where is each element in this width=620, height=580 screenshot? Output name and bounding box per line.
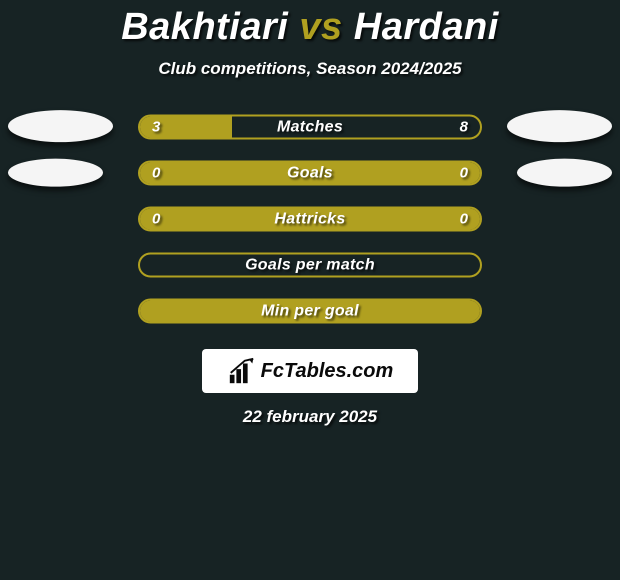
stat-bar: 00Hattricks [138, 207, 482, 232]
stat-bar: Goals per match [138, 253, 482, 278]
comparison-card: Bakhtiari vs Hardani Club competitions, … [0, 0, 620, 427]
page-title: Bakhtiari vs Hardani [0, 6, 620, 49]
stat-row: 00Hattricks [0, 199, 620, 245]
brand-text: FcTables.com [261, 360, 394, 383]
stat-bar: 00Goals [138, 161, 482, 186]
title-vs: vs [299, 6, 342, 48]
player1-badge [8, 110, 113, 142]
stat-row: 38Matches [0, 107, 620, 153]
title-player2: Hardani [354, 6, 499, 48]
stat-label: Hattricks [140, 209, 480, 230]
stat-label: Goals [140, 163, 480, 184]
stat-label: Min per goal [140, 301, 480, 322]
stat-row: Goals per match [0, 245, 620, 291]
player2-badge [507, 110, 612, 142]
stats-rows: 38Matches 00Goals 00Hattricks Goals per mat… [0, 107, 620, 337]
stat-row: Min per goal [0, 291, 620, 337]
stat-row: 00Goals [0, 153, 620, 199]
title-player1: Bakhtiari [121, 6, 288, 48]
footer-date: 22 february 2025 [0, 407, 620, 427]
stat-label: Matches [140, 117, 480, 138]
stat-bar: 38Matches [138, 115, 482, 140]
brand-badge[interactable]: FcTables.com [202, 349, 418, 393]
subtitle: Club competitions, Season 2024/2025 [0, 59, 620, 79]
stat-label: Goals per match [140, 255, 480, 276]
brand-chart-icon [227, 356, 257, 386]
player1-badge [8, 159, 103, 187]
stat-bar: Min per goal [138, 299, 482, 324]
player2-badge [517, 159, 612, 187]
